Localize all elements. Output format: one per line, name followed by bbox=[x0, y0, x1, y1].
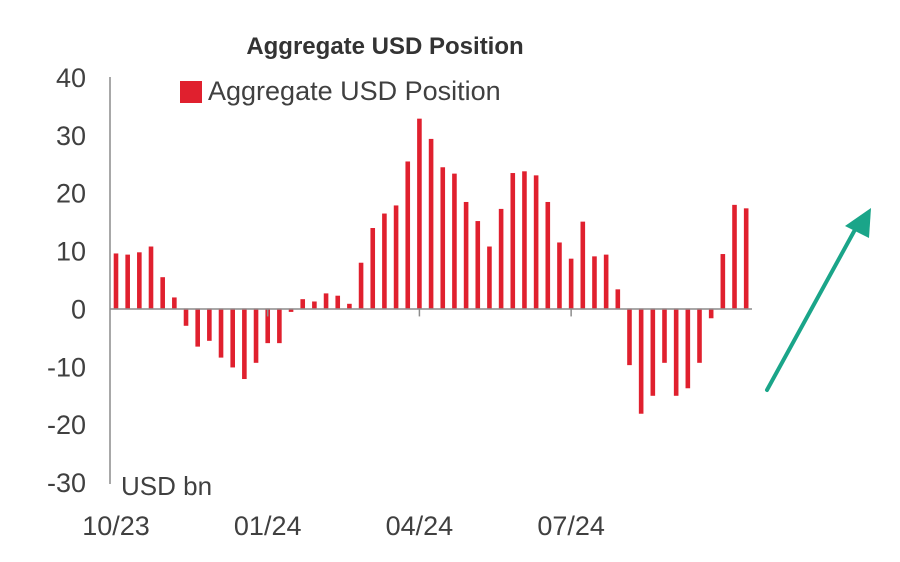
bar bbox=[475, 221, 481, 309]
bar bbox=[195, 308, 200, 347]
bar bbox=[522, 171, 527, 309]
y-tick-label: -10 bbox=[47, 352, 86, 382]
bar bbox=[452, 173, 457, 309]
bar bbox=[335, 295, 341, 309]
bar bbox=[603, 254, 609, 309]
bar bbox=[428, 138, 434, 309]
up-arrow-icon bbox=[765, 208, 871, 392]
bar bbox=[673, 308, 679, 396]
bar bbox=[172, 297, 177, 309]
y-tick-label: 0 bbox=[71, 294, 86, 324]
bar bbox=[265, 308, 271, 344]
bar bbox=[650, 308, 656, 396]
bar bbox=[347, 303, 352, 309]
bar bbox=[697, 308, 702, 363]
bar bbox=[382, 213, 387, 309]
bar bbox=[370, 228, 376, 309]
bar bbox=[720, 254, 726, 309]
bar bbox=[323, 293, 329, 309]
y-tick-label: -30 bbox=[47, 468, 86, 498]
chart-title: Aggregate USD Position bbox=[246, 33, 523, 60]
bar bbox=[487, 246, 492, 309]
bar bbox=[708, 308, 714, 319]
legend-swatch bbox=[180, 81, 202, 103]
bar bbox=[218, 308, 224, 358]
bar bbox=[557, 242, 562, 309]
legend-label: Aggregate USD Position bbox=[208, 76, 501, 106]
bar bbox=[160, 277, 165, 309]
x-tick-label: 07/24 bbox=[537, 511, 605, 541]
bar bbox=[568, 258, 574, 309]
bar bbox=[533, 175, 539, 309]
bar bbox=[125, 254, 130, 309]
bar bbox=[440, 167, 446, 309]
y-tick-label: -20 bbox=[47, 410, 86, 440]
bar bbox=[498, 208, 504, 309]
bar-series bbox=[113, 118, 749, 414]
x-axis-ticks bbox=[266, 308, 572, 317]
bar bbox=[113, 253, 119, 309]
bar bbox=[405, 161, 411, 309]
y-tick-label: 40 bbox=[56, 63, 86, 93]
bar bbox=[207, 308, 212, 341]
bar bbox=[463, 201, 469, 309]
y-axis-tick-labels: 40 30 20 10 0 -10 -20 -30 bbox=[47, 63, 86, 498]
bar bbox=[662, 308, 667, 363]
bar bbox=[627, 308, 632, 366]
bar bbox=[183, 308, 189, 326]
x-axis-tick-labels: 10/23 01/24 04/24 07/24 bbox=[82, 511, 605, 541]
bar bbox=[638, 308, 644, 414]
y-tick-label: 20 bbox=[56, 179, 86, 209]
bar bbox=[732, 204, 737, 309]
legend: Aggregate USD Position bbox=[180, 76, 501, 106]
bar bbox=[137, 252, 142, 309]
bar bbox=[393, 205, 399, 309]
bar bbox=[277, 308, 282, 344]
bar bbox=[685, 308, 691, 389]
y-tick-label: 30 bbox=[56, 121, 86, 151]
bar bbox=[580, 221, 586, 309]
bar bbox=[242, 308, 247, 380]
bar bbox=[592, 256, 597, 309]
x-tick-label: 10/23 bbox=[82, 511, 150, 541]
x-tick-label: 01/24 bbox=[234, 511, 302, 541]
y-tick-label: 10 bbox=[56, 237, 86, 267]
bar bbox=[358, 262, 364, 309]
bar bbox=[253, 308, 259, 363]
bar bbox=[312, 301, 317, 309]
bar bbox=[230, 308, 235, 368]
bar bbox=[288, 308, 294, 312]
bar bbox=[743, 208, 749, 309]
bar bbox=[417, 118, 422, 309]
bar bbox=[615, 289, 621, 309]
bar bbox=[300, 299, 306, 309]
bar bbox=[148, 246, 154, 309]
unit-label: USD bn bbox=[121, 471, 212, 501]
bar bbox=[510, 173, 516, 309]
bar bbox=[545, 201, 551, 309]
x-tick-label: 04/24 bbox=[386, 511, 454, 541]
